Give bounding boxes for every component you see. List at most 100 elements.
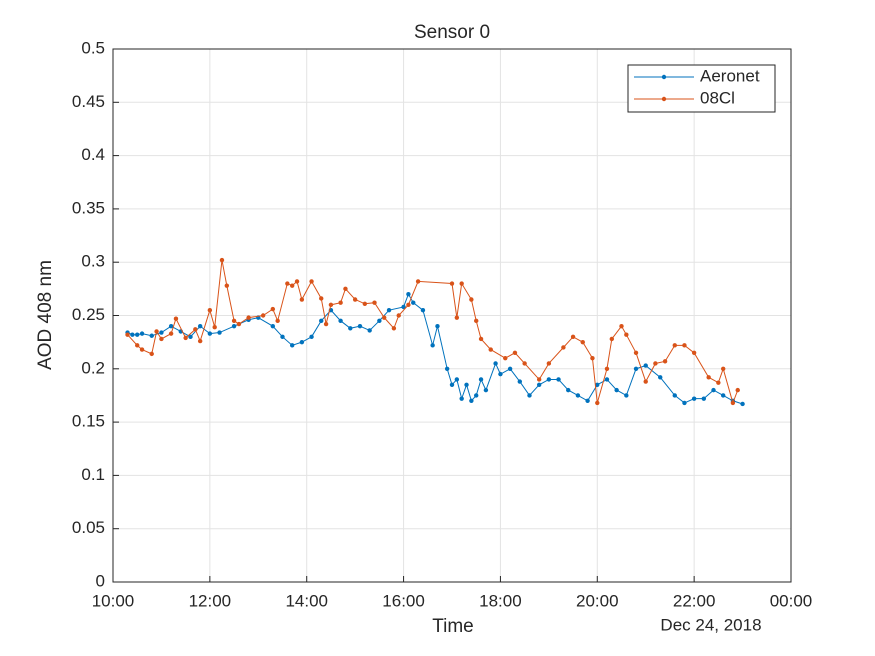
data-point xyxy=(231,318,237,324)
data-point xyxy=(280,334,285,340)
data-point xyxy=(188,334,193,340)
data-point xyxy=(498,371,503,377)
legend-label: 08Cl xyxy=(700,88,735,107)
data-point xyxy=(478,336,484,342)
data-point xyxy=(721,393,726,398)
data-point xyxy=(139,331,145,336)
data-point xyxy=(595,400,600,406)
data-point xyxy=(415,279,421,284)
y-tick-label: 0.45 xyxy=(72,92,105,111)
data-point xyxy=(338,318,343,324)
data-point xyxy=(619,323,624,329)
data-point xyxy=(193,327,198,332)
data-point xyxy=(260,313,266,318)
data-point xyxy=(546,377,552,382)
data-point xyxy=(658,375,663,380)
data-point xyxy=(406,302,411,308)
data-point xyxy=(740,401,745,407)
data-point xyxy=(386,307,392,313)
data-point xyxy=(614,387,619,393)
data-point xyxy=(217,330,222,335)
data-point xyxy=(546,361,552,366)
data-point xyxy=(406,291,411,297)
data-point xyxy=(130,332,135,337)
data-point xyxy=(401,304,406,310)
data-point xyxy=(197,338,203,344)
data-point xyxy=(367,328,372,333)
data-point xyxy=(444,366,450,371)
data-point xyxy=(270,323,276,329)
data-point xyxy=(299,297,305,302)
data-point xyxy=(285,281,290,286)
data-point xyxy=(299,339,305,345)
data-point xyxy=(149,351,154,357)
data-point xyxy=(517,379,522,384)
data-point xyxy=(289,283,295,288)
data-point xyxy=(372,300,377,305)
data-point xyxy=(464,382,469,387)
data-point xyxy=(168,323,174,329)
data-point xyxy=(585,398,590,403)
data-point xyxy=(493,361,498,366)
data-point xyxy=(173,316,179,321)
data-point xyxy=(609,336,615,342)
data-point xyxy=(633,350,639,356)
data-point xyxy=(154,329,159,334)
x-tick-label: 10:00 xyxy=(92,591,135,610)
data-point xyxy=(527,393,532,398)
data-point xyxy=(478,377,484,382)
data-point xyxy=(604,366,610,371)
y-tick-label: 0.05 xyxy=(72,518,105,537)
x-tick-label: 18:00 xyxy=(479,591,522,610)
data-point xyxy=(420,307,426,313)
data-point xyxy=(691,350,697,356)
data-point xyxy=(503,355,508,361)
data-point xyxy=(522,361,527,366)
data-point xyxy=(624,393,629,398)
grid: 0 0.05 0.1 0.15 0.2 0.25 0.3 0.35 0.4 0.45 0.5 10:0… xyxy=(72,38,812,610)
data-point xyxy=(159,330,164,335)
data-point xyxy=(207,331,213,336)
data-point xyxy=(706,375,711,380)
data-point xyxy=(377,318,382,324)
data-point xyxy=(454,377,460,382)
data-point xyxy=(633,366,639,371)
data-point xyxy=(149,333,154,338)
data-point xyxy=(135,332,140,337)
data-point xyxy=(159,336,164,342)
data-point xyxy=(682,343,687,348)
data-point xyxy=(435,323,440,329)
data-point xyxy=(391,326,397,331)
data-point xyxy=(691,396,697,401)
data-point xyxy=(590,355,595,361)
data-point xyxy=(454,315,460,320)
data-point xyxy=(294,279,300,284)
data-point xyxy=(362,301,368,306)
data-point xyxy=(236,321,242,327)
legend: Aeronet 08Cl xyxy=(627,64,776,113)
data-point xyxy=(682,400,687,406)
data-point xyxy=(643,363,648,368)
x-tick-label: 22:00 xyxy=(673,591,716,610)
series-line xyxy=(127,293,743,405)
data-point xyxy=(469,398,474,403)
data-point xyxy=(536,377,542,382)
data-point xyxy=(653,361,658,366)
data-point xyxy=(488,347,493,352)
x-axis-label: Time xyxy=(432,616,474,637)
data-point xyxy=(343,286,348,292)
y-tick-label: 0.5 xyxy=(81,38,105,57)
data-point xyxy=(662,359,668,364)
data-point xyxy=(701,396,707,401)
data-point xyxy=(580,339,585,345)
legend-box xyxy=(627,64,776,113)
data-point xyxy=(219,257,225,263)
data-point xyxy=(643,379,648,384)
data-point xyxy=(135,343,140,348)
y-tick-label: 0.2 xyxy=(81,358,105,377)
data-point xyxy=(348,326,353,331)
legend-label: Aeronet xyxy=(700,66,760,85)
legend-marker xyxy=(661,96,667,102)
y-tick-label: 0.3 xyxy=(81,252,105,271)
